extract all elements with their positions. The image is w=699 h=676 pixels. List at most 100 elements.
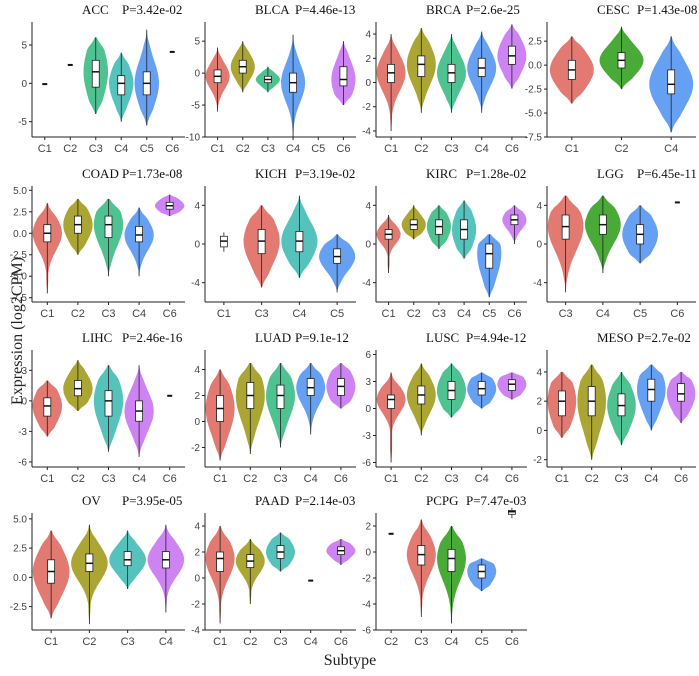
panel-kich: KICH P=3.19e-02 -4 0 4 C1 C3 C4 C5	[191, 166, 356, 320]
y-tick-label: 5	[21, 41, 27, 52]
y-tick-label: -5.0	[525, 109, 543, 120]
x-tick-label: C5	[330, 308, 344, 320]
x-tick-label: C2	[384, 636, 398, 648]
y-axis-title: Expression (log2CPM)	[9, 257, 26, 405]
panel-lihc: LIHC P=2.46e-16 -6 -3 0 3 C1 C2 C3 C4 C6	[18, 330, 185, 485]
y-tick-label: 2	[194, 548, 200, 559]
x-tick-label: C4	[286, 143, 300, 155]
x-tick-label: C2	[414, 473, 428, 485]
panel-coad: COAD P=1.73e-08 -7.5 -5.0 -2.5 0.0 2.5 5.0 C1 C2 C…	[10, 166, 185, 320]
x-tick-label: C4	[475, 473, 489, 485]
x-tick-label: C1	[384, 143, 398, 155]
y-tick-label: 4	[536, 367, 542, 378]
x-tick-label: C3	[444, 143, 458, 155]
y-tick-label: -3	[362, 431, 371, 442]
x-tick-label: C4	[644, 473, 658, 485]
x-tick-label: C1	[40, 308, 54, 320]
y-tick-label: 0.0	[13, 229, 27, 240]
x-tick-label: C1	[38, 143, 52, 155]
y-tick-label: 6	[365, 350, 371, 361]
panel-title: KICH	[255, 166, 287, 181]
x-tick-label: C2	[63, 143, 77, 155]
panel-cesc: CESC P=1.43e-08 -7.5 -5.0 -2.5 0.0 2.5 C1 C2 C4	[525, 2, 698, 155]
box-c6	[339, 66, 348, 87]
x-tick-label: C4	[292, 308, 306, 320]
y-tick-label: 2.5	[13, 544, 27, 555]
x-tick-label: C3	[614, 473, 628, 485]
box-c3	[123, 551, 132, 567]
panel-blca: BLCA P=4.46e-13 -10 -5 0 5 C1 C2 C3 C4 C5 C6	[186, 2, 356, 155]
x-tick-label: C3	[273, 636, 287, 648]
panel-brca: BRCA P=2.6e-25 -4 -2 0 2 4 C1 C2 C3 C4 C6	[362, 2, 527, 155]
x-tick-label: C6	[165, 143, 179, 155]
x-tick-label: C2	[71, 473, 85, 485]
x-tick-label: C6	[334, 636, 348, 648]
x-tick-label: C3	[444, 473, 458, 485]
panel-acc: ACC P=3.42e-02 -5 0 5 C1 C2 C3 C4 C5 C6	[18, 2, 185, 155]
panel-title: PAAD	[255, 493, 289, 508]
panel-luad: LUAD P=9.1e-12 -2 0 2 4 C1 C2 C3 C4 C6	[191, 330, 356, 485]
x-tick-label: C1	[382, 308, 396, 320]
panel-pvalue: P=4.94e-12	[466, 330, 526, 345]
box-c6	[507, 379, 516, 391]
x-tick-label: C2	[71, 308, 85, 320]
x-tick-label: C5	[633, 308, 647, 320]
x-tick-label: C2	[82, 636, 96, 648]
x-tick-label: C6	[507, 308, 521, 320]
x-tick-label: C2	[243, 473, 257, 485]
panel-title: LUAD	[255, 330, 291, 345]
y-tick-label: -2.5	[525, 85, 543, 96]
x-tick-label: C6	[163, 308, 177, 320]
x-tick-label: C6	[674, 473, 688, 485]
x-tick-label: C6	[163, 473, 177, 485]
x-tick-label: C4	[457, 308, 471, 320]
x-tick-label: C1	[555, 473, 569, 485]
y-tick-label: -3	[18, 427, 27, 438]
y-tick-label: -5	[18, 117, 27, 128]
x-tick-label: C1	[44, 636, 58, 648]
y-tick-label: -2.5	[10, 602, 28, 613]
y-tick-label: 5.0	[13, 514, 27, 525]
y-tick-label: -4	[191, 626, 200, 637]
y-tick-label: 0	[536, 240, 542, 251]
box-c6	[677, 383, 685, 402]
panel-pcpg: PCPG P=7.47e-03 -6 -4 -2 0 2 C2 C3 C4 C5 C6	[362, 493, 527, 648]
y-tick-label: 0	[365, 78, 371, 89]
panel-pvalue: P=9.1e-12	[295, 330, 349, 345]
y-tick-label: 2	[194, 391, 200, 402]
y-tick-label: 0	[365, 240, 371, 251]
x-tick-label: C2	[585, 473, 599, 485]
panel-ov: OV P=3.95e-05 -2.5 0.0 2.5 5.0 C1 C2 C3 C4	[10, 493, 185, 648]
x-tick-label: C4	[304, 636, 318, 648]
y-tick-label: 0	[365, 404, 371, 415]
x-tick-label: C4	[475, 143, 489, 155]
box-c3	[276, 384, 285, 409]
y-tick-label: 4	[365, 201, 371, 212]
x-tick-label: C6	[336, 143, 350, 155]
panel-pvalue: P=3.19e-02	[295, 166, 355, 181]
box-c4	[667, 69, 676, 95]
panel-pvalue: P=6.45e-11	[637, 166, 697, 181]
panel-pvalue: P=2.14e-03	[295, 493, 355, 508]
x-tick-label: C3	[414, 636, 428, 648]
panel-paad: PAAD P=2.14e-03 -4 -2 0 2 4 C1 C2 C3 C4 C6	[191, 493, 356, 648]
x-tick-label: C2	[243, 636, 257, 648]
x-tick-label: C4	[132, 473, 146, 485]
box-c5	[485, 243, 494, 269]
panel-pvalue: P=4.46e-13	[295, 2, 355, 17]
y-tick-label: -2	[362, 574, 371, 585]
panel-pvalue: P=1.43e-08	[637, 2, 697, 17]
y-tick-label: 5	[194, 37, 200, 48]
y-tick-label: 2.5	[13, 207, 27, 218]
x-tick-label: C5	[140, 143, 154, 155]
panel-kirc: KIRC P=1.28e-02 -4 0 4 C1 C2 C3 C4 C5 C6	[362, 166, 527, 320]
y-tick-label: 0	[536, 426, 542, 437]
y-tick-label: 3	[365, 377, 371, 388]
panel-title: LUSC	[426, 330, 459, 345]
panel-title: MESO	[597, 330, 633, 345]
panel-pvalue: P=2.46e-16	[122, 330, 183, 345]
y-tick-label: -2.5	[10, 250, 28, 261]
y-tick-label: -10	[186, 133, 201, 144]
panel-lusc: LUSC P=4.94e-12 -6 -3 0 3 6 C1 C2 C3 C4 C6	[362, 330, 527, 485]
box-c2	[417, 55, 426, 77]
